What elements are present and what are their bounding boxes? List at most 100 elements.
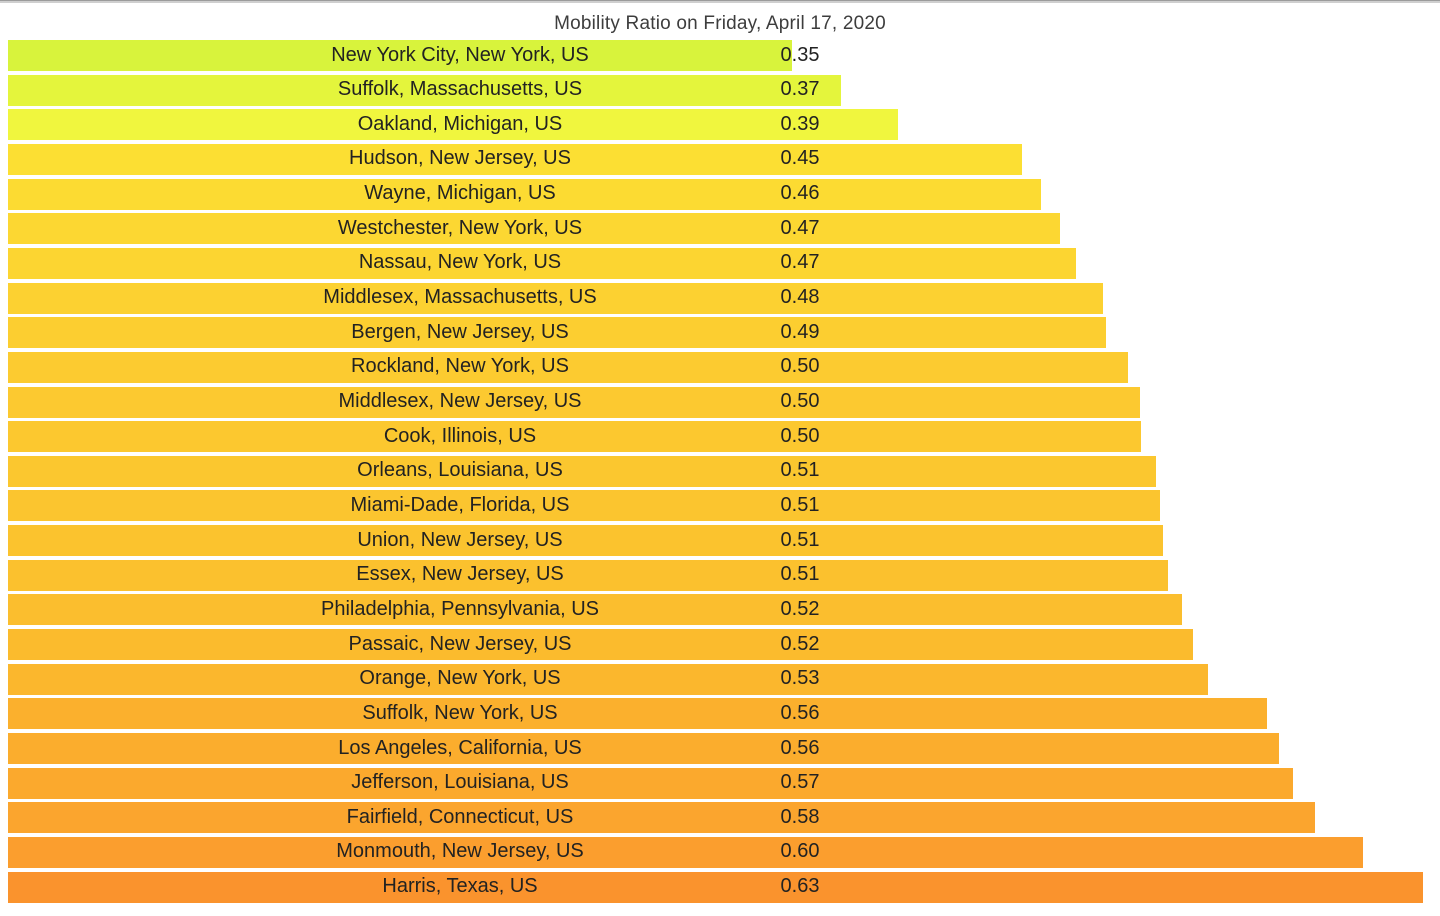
bar-value: 0.52 [780,597,820,620]
bar-label: Nassau, New York, US [358,251,562,274]
bar-value: 0.35 [780,43,820,66]
bar-row: Middlesex, Massachusetts, US 0.48 [0,282,1440,314]
mobility-bar[interactable] [8,733,1279,764]
mobility-bar[interactable] [8,767,1293,799]
bar-row: Los Angeles, California, US 0.56 [0,733,1440,764]
bar-value: 0.51 [780,528,820,551]
bar-value: 0.52 [780,632,820,655]
bar-value: 0.56 [780,701,820,724]
mobility-bar[interactable] [8,802,1315,834]
bar-row: Passaic, New Jersey, US 0.52 [0,629,1440,661]
mobility-bar[interactable] [8,109,898,141]
bar-value: 0.57 [780,771,820,794]
bar-row: Suffolk, Massachusetts, US 0.37 [0,74,1440,106]
bar-row: Wayne, Michigan, US 0.46 [0,178,1440,210]
bar-label: Miami-Dade, Florida, US [350,493,570,516]
bar-value: 0.50 [780,355,820,378]
chart-title: Mobility Ratio on Friday, April 17, 2020 [554,13,886,34]
bar-label: Wayne, Michigan, US [364,182,556,205]
bar-label: Monmouth, New Jersey, US [336,840,584,863]
mobility-bar[interactable] [8,421,1141,453]
bar-label: Bergen, New Jersey, US [351,320,569,343]
mobility-bar[interactable] [8,351,1128,383]
top-border-strip [0,0,1440,3]
bar-row: Bergen, New Jersey, US 0.49 [0,317,1440,349]
bar-row: Nassau, New York, US 0.47 [0,247,1440,279]
bar-label: Middlesex, Massachusetts, US [323,286,597,309]
bar-label: Westchester, New York, US [337,216,583,239]
mobility-bar[interactable] [8,178,1041,210]
bar-row: Fairfield, Connecticut, US 0.58 [0,802,1440,834]
mobility-bar[interactable] [8,455,1156,487]
bar-value: 0.56 [780,736,820,759]
mobility-bar[interactable] [8,836,1363,868]
bar-value: 0.48 [780,286,820,309]
bar-label: Orange, New York, US [359,667,561,690]
bar-row: Essex, New Jersey, US 0.51 [0,559,1440,591]
bar-label: Rockland, New York, US [351,355,569,378]
bar-row: New York City, New York, US 0.35 [0,40,1440,71]
bar-row: Rockland, New York, US 0.50 [0,351,1440,383]
bar-row: Westchester, New York, US 0.47 [0,213,1440,245]
mobility-bar[interactable] [8,40,792,71]
bar-row: Cook, Illinois, US 0.50 [0,421,1440,453]
bar-value: 0.51 [780,459,820,482]
bar-label: Suffolk, Massachusetts, US [337,78,583,101]
bar-label: Essex, New Jersey, US [356,563,564,586]
mobility-bar[interactable] [8,317,1106,349]
bar-value: 0.47 [780,216,820,239]
mobility-bar[interactable] [8,74,841,106]
bar-label: New York City, New York, US [331,43,589,66]
bar-label: Suffolk, New York, US [362,701,558,724]
bar-row: Hudson, New Jersey, US 0.45 [0,143,1440,175]
bar-row: Oakland, Michigan, US 0.39 [0,109,1440,141]
bar-value: 0.50 [780,390,820,413]
bar-value: 0.58 [780,805,820,828]
mobility-bar[interactable] [8,143,1022,175]
bar-value: 0.51 [780,493,820,516]
mobility-bar[interactable] [8,213,1060,245]
mobility-bar[interactable] [8,386,1140,418]
bar-label: Los Angeles, California, US [338,736,582,759]
mobility-bar[interactable] [8,629,1193,661]
bar-label: Fairfield, Connecticut, US [346,805,574,828]
bar-row: Middlesex, New Jersey, US 0.50 [0,386,1440,418]
bar-row: Monmouth, New Jersey, US 0.60 [0,836,1440,868]
bar-value: 0.49 [780,320,820,343]
bar-label: Harris, Texas, US [382,875,538,898]
bar-row: Union, New Jersey, US 0.51 [0,525,1440,557]
bar-value: 0.45 [780,147,820,170]
bar-value: 0.39 [780,112,820,135]
bar-label: Passaic, New Jersey, US [348,632,572,655]
mobility-bar[interactable] [8,663,1208,695]
bar-label: Orleans, Louisiana, US [357,459,563,482]
bar-value: 0.37 [780,78,820,101]
bar-row: Harris, Texas, US 0.63 [0,871,1440,903]
mobility-bar[interactable] [8,559,1168,591]
bar-row: Jefferson, Louisiana, US 0.57 [0,767,1440,799]
mobility-bar[interactable] [8,871,1423,903]
bar-label: Hudson, New Jersey, US [349,147,571,170]
bar-label: Jefferson, Louisiana, US [351,771,569,794]
bar-value: 0.63 [780,875,820,898]
bar-value: 0.60 [780,840,820,863]
mobility-bar[interactable] [8,490,1160,522]
bar-value: 0.50 [780,424,820,447]
bar-row: Orange, New York, US 0.53 [0,663,1440,695]
bar-row: Miami-Dade, Florida, US 0.51 [0,490,1440,522]
bar-label: Cook, Illinois, US [383,424,537,447]
bar-label: Union, New Jersey, US [357,528,563,551]
bar-value: 0.53 [780,667,820,690]
bar-label: Oakland, Michigan, US [357,112,563,135]
mobility-bar[interactable] [8,282,1103,314]
mobility-bar[interactable] [8,525,1163,557]
bar-value: 0.46 [780,182,820,205]
bar-row: Suffolk, New York, US 0.56 [0,698,1440,730]
bar-label: Philadelphia, Pennsylvania, US [321,597,599,620]
mobility-bar[interactable] [8,247,1076,279]
mobility-bar[interactable] [8,594,1182,626]
mobility-bar[interactable] [8,698,1267,730]
bar-row: Orleans, Louisiana, US 0.51 [0,455,1440,487]
bar-value: 0.51 [780,563,820,586]
